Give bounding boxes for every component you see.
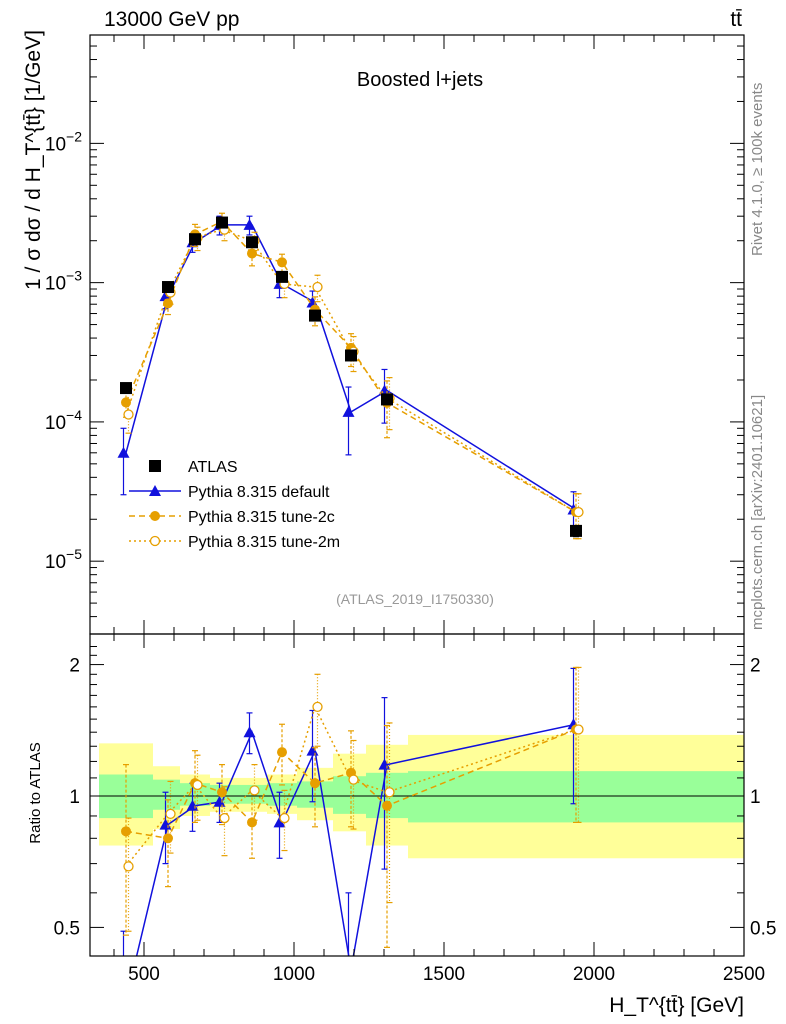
data-point [165, 808, 176, 820]
process-label: tt̄ [730, 8, 742, 31]
data-point [343, 964, 355, 975]
x-tick-label: 2000 [573, 964, 615, 985]
data-point [149, 485, 161, 496]
inner-band-bin [153, 779, 180, 810]
y-tick-label: 10−3 [45, 268, 82, 295]
y-tick-label: 10−2 [45, 128, 82, 155]
ratio-uncertainty-bands [90, 734, 744, 859]
series-line [135, 723, 577, 956]
data-point [273, 816, 286, 828]
legend-entry: Pythia 8.315 tune-2m [129, 534, 340, 551]
data-point [150, 511, 160, 521]
data-point [149, 535, 161, 547]
series-line [125, 220, 577, 513]
data-point [381, 393, 393, 406]
data-point [246, 236, 258, 249]
y-tick-label: 10−5 [45, 546, 82, 573]
legend-label: Pythia 8.315 default [188, 484, 330, 501]
data-point [123, 861, 134, 872]
legend: ATLAS Pythia 8.315 default Pythia 8.315 tu… [129, 459, 340, 551]
data-point [219, 812, 230, 824]
analysis-watermark: (ATLAS_2019_I1750330) [336, 591, 494, 607]
data-point [348, 774, 359, 785]
data-point [149, 460, 161, 472]
data-point [121, 826, 131, 837]
ratio-y-tick-label-right: 1 [750, 787, 761, 808]
legend-entry: Pythia 8.315 default [129, 484, 330, 501]
series-pythia-8-315-default [117, 215, 580, 536]
axes-layer: 500 1000 1500 2000 2500 10−5 10−4 10−3 10−2 0.5 0.… [45, 34, 776, 985]
data-series-layer [117, 212, 584, 1006]
ratio-y-tick-label: 2 [69, 656, 80, 677]
series-line [125, 704, 577, 867]
data-point [123, 409, 134, 420]
data-point [345, 349, 357, 362]
mcplots-label: mcplots.cern.ch [arXiv:2401.10621] [749, 395, 766, 630]
main-title: Boosted l+jets [357, 69, 483, 91]
data-point [163, 298, 173, 309]
data-point [121, 397, 131, 408]
data-point [243, 726, 256, 738]
data-point [192, 779, 203, 791]
data-point [120, 382, 132, 395]
y-tick-label: 10−4 [45, 407, 82, 434]
data-point [384, 787, 395, 798]
series-line [125, 228, 577, 513]
x-tick-label: 1500 [423, 964, 465, 985]
ratio-y-tick-label-right: 0.5 [750, 918, 776, 939]
data-point [189, 233, 201, 246]
data-point [277, 257, 287, 268]
data-point [276, 270, 288, 283]
data-point [277, 747, 287, 758]
ratio-y-axis-label: Ratio to ATLAS [27, 742, 44, 843]
inner-band-bin [267, 783, 297, 806]
x-tick-label: 500 [128, 964, 160, 985]
data-point [573, 506, 584, 518]
data-point [312, 701, 323, 713]
x-tick-label: 2500 [723, 964, 765, 985]
data-point [309, 309, 321, 322]
data-point [573, 724, 584, 735]
energy-label: 13000 GeV pp [104, 8, 239, 31]
ratio-series-pythia-8-315-tune-2m [123, 666, 584, 932]
data-point [382, 800, 392, 811]
legend-entry: Pythia 8.315 tune-2c [129, 509, 335, 526]
x-axis-label: H_T^{tt̄} [GeV] [609, 994, 744, 1017]
ratio-frame [89, 633, 745, 957]
data-point [249, 785, 260, 796]
rivet-version-label: Rivet 4.1.0, ≥ 100k events [749, 83, 766, 256]
main-panel-series [117, 212, 584, 540]
legend-entry: ATLAS [149, 459, 238, 476]
ratio-y-tick-label-right: 2 [750, 656, 761, 677]
data-point [118, 995, 130, 1006]
legend-label: Pythia 8.315 tune-2m [188, 534, 340, 551]
data-point [163, 833, 173, 844]
main-y-axis-label: 1 / σ dσ / d H_T^{tt̄} [1/GeV] [22, 30, 45, 290]
series-atlas [120, 216, 582, 538]
data-point [279, 812, 290, 824]
ratio-panel-series [118, 666, 584, 1006]
data-point [213, 795, 226, 807]
data-point [342, 405, 355, 417]
data-point [247, 817, 257, 828]
x-tick-label: 1000 [273, 964, 315, 985]
data-point [312, 281, 323, 293]
data-point [216, 216, 228, 229]
data-point [243, 218, 256, 230]
ratio-y-tick-label: 0.5 [54, 918, 80, 939]
legend-label: ATLAS [188, 459, 238, 476]
data-point [162, 281, 174, 294]
data-point [217, 787, 227, 798]
data-point [117, 446, 130, 458]
data-point [310, 778, 320, 789]
data-point [570, 524, 582, 537]
series-line [125, 728, 577, 840]
legend-label: Pythia 8.315 tune-2c [188, 509, 335, 526]
ratio-y-tick-label: 1 [69, 787, 80, 808]
